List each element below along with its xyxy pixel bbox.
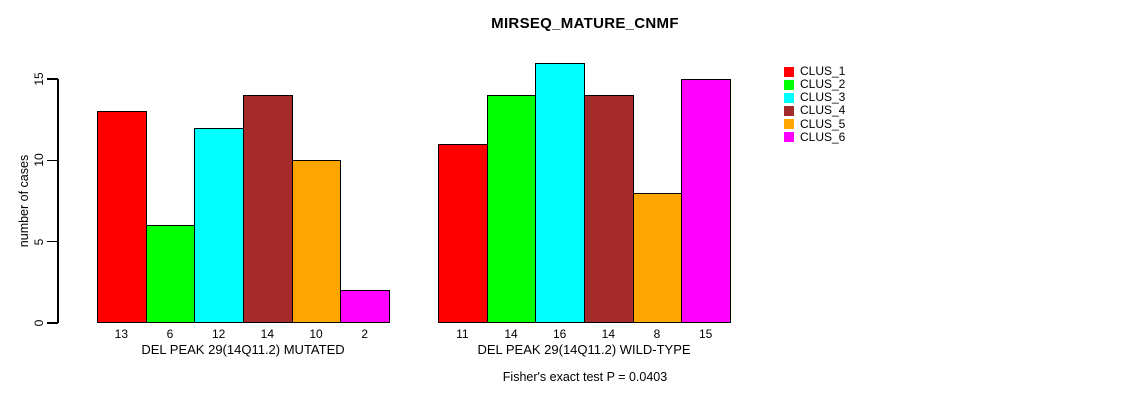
- group-label: DEL PEAK 29(14Q11.2) MUTATED: [141, 342, 345, 357]
- bar-value-label: 8: [653, 327, 661, 341]
- legend-label: CLUS_5: [800, 116, 846, 131]
- bar-clus_1: [97, 111, 147, 323]
- legend-swatch-icon: [784, 66, 794, 77]
- bar-value-label: 12: [211, 327, 226, 341]
- y-tick: [47, 322, 58, 324]
- bar-value-label: 2: [361, 327, 369, 341]
- bar-value-label: 10: [309, 327, 323, 341]
- bar-clus_4: [243, 95, 293, 323]
- bar-clus_4: [584, 95, 634, 323]
- bar-value-label: 15: [698, 327, 713, 341]
- legend: CLUS_1 CLUS_2 CLUS_3 CLUS_4 CLUS_5 CLUS_6: [784, 65, 845, 144]
- bar-clus_6: [681, 79, 731, 323]
- bar-value-label: 13: [114, 327, 129, 341]
- y-tick-label: 0: [32, 319, 46, 327]
- legend-swatch-icon: [784, 105, 794, 116]
- bar-clus_5: [633, 193, 682, 323]
- bar-value-label: 16: [552, 327, 567, 341]
- y-axis-title: number of cases: [17, 154, 31, 248]
- legend-label: CLUS_1: [800, 64, 846, 79]
- chart-title: MIRSEQ_MATURE_CNMF: [491, 15, 679, 32]
- y-tick-label: 15: [32, 72, 46, 86]
- legend-item-clus_3: CLUS_3: [784, 91, 845, 104]
- y-tick: [47, 78, 58, 80]
- y-tick-label: 5: [32, 238, 46, 245]
- bar-clus_2: [487, 95, 536, 323]
- legend-swatch-icon: [784, 92, 794, 103]
- legend-label: CLUS_2: [800, 77, 846, 92]
- bar-clus_1: [438, 144, 488, 323]
- bar-clus_3: [535, 63, 585, 323]
- bar-clus_3: [194, 128, 244, 323]
- legend-label: CLUS_6: [800, 129, 846, 144]
- bar-value-label: 14: [260, 327, 275, 341]
- y-tick: [47, 159, 58, 162]
- bar-clus_5: [292, 160, 341, 323]
- legend-item-clus_6: CLUS_6: [784, 129, 846, 144]
- legend-label: CLUS_3: [800, 90, 846, 105]
- legend-swatch-icon: [784, 119, 794, 130]
- bar-clus_6: [340, 290, 390, 323]
- annotation-text: Fisher's exact test P = 0.0403: [502, 370, 668, 384]
- legend-item-clus_1: CLUS_1: [784, 65, 845, 78]
- y-axis-line: [57, 78, 59, 323]
- bar-value-label: 14: [601, 327, 616, 341]
- legend-swatch-icon: [784, 79, 794, 90]
- legend-label: CLUS_4: [800, 103, 846, 118]
- bar-value-label: 11: [456, 327, 469, 341]
- y-tick-label: 10: [32, 153, 46, 167]
- legend-swatch-icon: [784, 132, 794, 143]
- bar-value-label: 14: [504, 327, 518, 341]
- group-label: DEL PEAK 29(14Q11.2) WILD-TYPE: [477, 342, 691, 357]
- bar-clus_2: [146, 225, 195, 323]
- bar-value-label: 6: [166, 327, 174, 341]
- legend-item-clus_2: CLUS_2: [784, 78, 845, 91]
- legend-item-clus_5: CLUS_5: [784, 116, 846, 131]
- y-tick: [47, 240, 58, 243]
- legend-item-clus_4: CLUS_4: [784, 104, 845, 117]
